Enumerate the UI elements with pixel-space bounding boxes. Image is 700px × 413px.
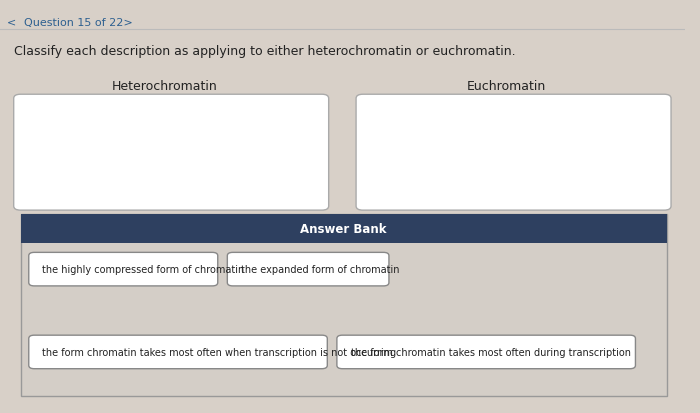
FancyBboxPatch shape (228, 253, 389, 286)
FancyBboxPatch shape (356, 95, 671, 211)
Text: Question 15 of 22: Question 15 of 22 (24, 18, 123, 28)
FancyBboxPatch shape (20, 215, 667, 244)
Text: the form chromatin takes most often when transcription is not occurring: the form chromatin takes most often when… (43, 347, 397, 357)
Text: <: < (7, 18, 20, 28)
Text: the expanded form of chromatin: the expanded form of chromatin (241, 264, 400, 275)
Text: Classify each description as applying to either heterochromatin or euchromatin.: Classify each description as applying to… (14, 45, 515, 58)
FancyBboxPatch shape (29, 253, 218, 286)
Text: Heterochromatin: Heterochromatin (111, 80, 217, 93)
FancyBboxPatch shape (20, 215, 667, 396)
FancyBboxPatch shape (14, 95, 329, 211)
Text: the highly compressed form of chromatin: the highly compressed form of chromatin (43, 264, 245, 275)
FancyBboxPatch shape (337, 335, 636, 369)
Text: >: > (120, 18, 132, 28)
FancyBboxPatch shape (29, 335, 328, 369)
Text: Answer Bank: Answer Bank (300, 223, 387, 236)
Text: Euchromatin: Euchromatin (467, 80, 546, 93)
Text: the form chromatin takes most often during transcription: the form chromatin takes most often duri… (351, 347, 631, 357)
